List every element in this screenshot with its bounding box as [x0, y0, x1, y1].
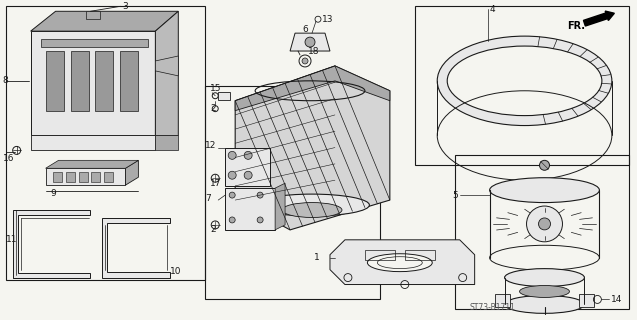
Circle shape: [538, 218, 550, 230]
Ellipse shape: [505, 295, 584, 313]
Text: 4: 4: [490, 5, 495, 14]
Polygon shape: [125, 160, 138, 185]
Ellipse shape: [282, 203, 342, 218]
Text: 6: 6: [302, 25, 308, 34]
Ellipse shape: [437, 36, 612, 125]
Circle shape: [229, 192, 235, 198]
Bar: [104, 172, 113, 182]
Polygon shape: [46, 168, 125, 185]
Bar: [365, 250, 395, 260]
Circle shape: [229, 217, 235, 223]
Text: 11: 11: [6, 235, 17, 244]
Polygon shape: [330, 240, 475, 284]
Polygon shape: [13, 210, 90, 277]
Polygon shape: [155, 135, 178, 150]
Bar: [415, 6, 629, 165]
Circle shape: [228, 171, 236, 179]
Circle shape: [540, 160, 550, 170]
Text: 14: 14: [612, 295, 623, 304]
Bar: [53, 172, 62, 182]
Bar: [404, 250, 434, 260]
FancyArrow shape: [583, 11, 614, 26]
Bar: [41, 39, 148, 47]
Bar: [6, 6, 205, 280]
Polygon shape: [290, 33, 330, 51]
Polygon shape: [31, 11, 178, 31]
Bar: [66, 172, 75, 182]
Polygon shape: [85, 11, 101, 19]
Text: 13: 13: [322, 15, 334, 24]
Circle shape: [527, 206, 562, 242]
Polygon shape: [103, 218, 170, 277]
Ellipse shape: [255, 194, 369, 216]
Polygon shape: [155, 11, 178, 135]
Text: 16: 16: [3, 154, 14, 163]
Polygon shape: [31, 135, 155, 150]
Polygon shape: [275, 183, 285, 230]
Text: 1: 1: [314, 253, 320, 262]
Ellipse shape: [447, 46, 602, 116]
Bar: [92, 172, 101, 182]
Circle shape: [244, 151, 252, 159]
Polygon shape: [31, 31, 155, 135]
Ellipse shape: [505, 268, 584, 286]
Text: FR.: FR.: [568, 21, 585, 31]
Bar: [225, 188, 275, 230]
Polygon shape: [235, 66, 390, 111]
Text: 3: 3: [122, 2, 128, 11]
Bar: [455, 155, 629, 309]
Bar: [78, 172, 87, 182]
Text: 18: 18: [308, 46, 320, 56]
Polygon shape: [494, 294, 510, 308]
Text: 9: 9: [50, 188, 56, 198]
Ellipse shape: [368, 254, 433, 272]
Polygon shape: [235, 66, 390, 230]
Circle shape: [302, 58, 308, 64]
Text: 17: 17: [210, 179, 222, 188]
Polygon shape: [218, 92, 230, 100]
Text: 5: 5: [452, 191, 458, 200]
Circle shape: [305, 37, 315, 47]
Ellipse shape: [520, 285, 569, 298]
Bar: [205, 86, 380, 300]
Bar: [71, 51, 89, 111]
Bar: [225, 148, 270, 186]
Polygon shape: [155, 56, 178, 76]
Circle shape: [228, 151, 236, 159]
Text: ST73-B1711: ST73-B1711: [469, 303, 515, 312]
Ellipse shape: [490, 178, 599, 203]
Circle shape: [257, 217, 263, 223]
Bar: [46, 51, 64, 111]
Circle shape: [244, 171, 252, 179]
Text: 15: 15: [210, 84, 222, 93]
Text: 7: 7: [205, 194, 211, 203]
Polygon shape: [580, 294, 594, 308]
Text: 2: 2: [210, 225, 216, 234]
Bar: [120, 51, 138, 111]
Text: 10: 10: [170, 267, 182, 276]
Polygon shape: [46, 160, 138, 168]
Text: 2: 2: [210, 104, 216, 113]
Bar: [96, 51, 113, 111]
Text: 8: 8: [3, 76, 8, 85]
Circle shape: [257, 192, 263, 198]
Text: 12: 12: [205, 141, 217, 150]
